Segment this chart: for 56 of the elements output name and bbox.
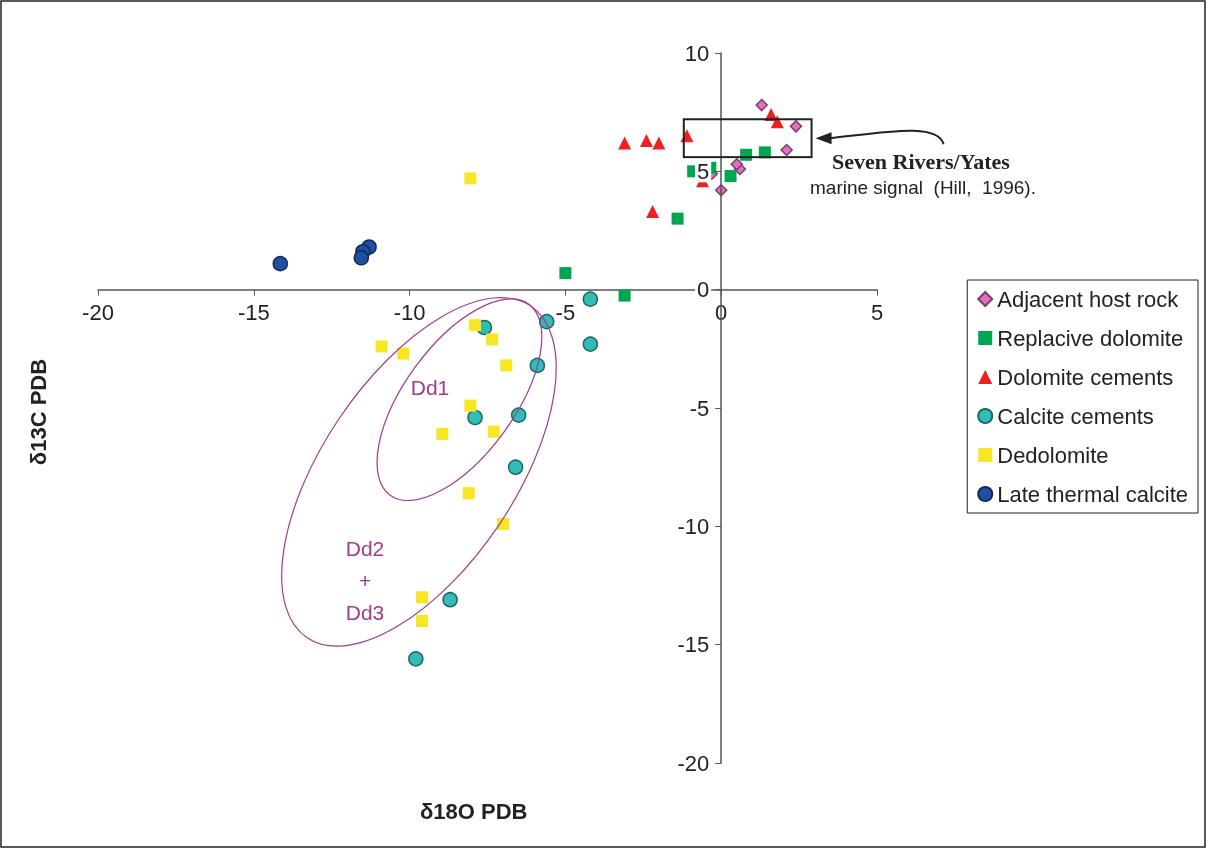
y-tick-label: -15 <box>677 632 710 658</box>
point <box>646 205 660 219</box>
point <box>671 212 684 225</box>
x-tick-label: -5 <box>555 300 576 326</box>
y-tick-label: -10 <box>677 513 710 539</box>
y-tick-label: 10 <box>684 40 710 66</box>
point <box>467 409 483 426</box>
point <box>464 399 477 412</box>
point <box>755 98 768 112</box>
point <box>375 340 388 353</box>
y-tick-label: 5 <box>696 158 710 184</box>
point <box>442 591 458 608</box>
point <box>436 428 449 441</box>
point <box>618 289 631 302</box>
x-tick-label: -20 <box>82 300 114 326</box>
legend-label: Late thermal calcite <box>997 481 1189 507</box>
x-tick-label: 5 <box>870 300 884 326</box>
point <box>507 459 524 475</box>
y-tick-label: -5 <box>689 395 710 421</box>
point <box>582 291 599 307</box>
annotation: marine signal (Hill, 1996). <box>810 177 1036 198</box>
point <box>789 120 803 133</box>
x-tick-label: -15 <box>237 300 270 326</box>
point <box>464 172 477 185</box>
point <box>652 136 666 150</box>
point <box>469 319 482 332</box>
point <box>462 487 475 500</box>
legend-label: Calcite cements <box>997 403 1154 429</box>
point <box>353 249 370 266</box>
point <box>618 136 632 150</box>
annotation: Dd2 + Dd3 <box>345 536 385 624</box>
y-tick-label: 0 <box>696 277 710 303</box>
point <box>639 134 653 148</box>
annotation: Seven Rivers/Yates <box>832 148 1011 174</box>
y-axis-title: δ13C PDB <box>25 358 51 466</box>
x-tick-label: -10 <box>393 300 426 326</box>
legend-label: Replacive dolomite <box>997 325 1184 351</box>
annotation: Dd1 <box>410 375 450 399</box>
legend-label: Adjacent host rock <box>997 286 1180 312</box>
point <box>408 651 424 667</box>
point <box>559 267 572 280</box>
legend-label: Dolomite cements <box>997 364 1174 390</box>
point <box>780 143 793 157</box>
point <box>487 425 500 438</box>
legend-label: Dedolomite <box>997 442 1109 468</box>
y-tick-label: -20 <box>677 750 710 776</box>
point <box>272 255 289 272</box>
point <box>416 591 429 604</box>
point <box>486 333 499 346</box>
point <box>730 157 744 171</box>
x-axis-title: δ18O PDB <box>420 798 528 824</box>
point <box>416 615 429 627</box>
point <box>500 359 513 372</box>
point <box>397 347 410 360</box>
point <box>724 170 737 183</box>
point <box>582 336 599 352</box>
